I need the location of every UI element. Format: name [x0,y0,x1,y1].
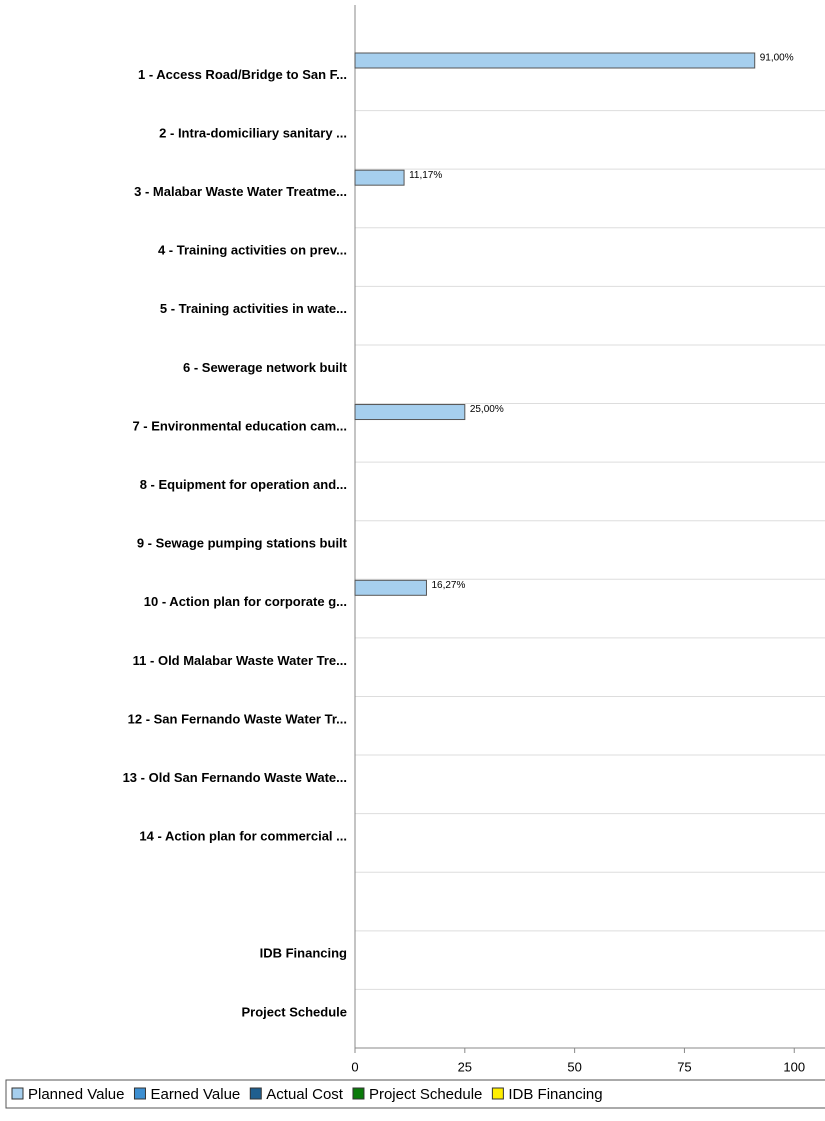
category-label: 10 - Action plan for corporate g... [144,594,347,609]
value-label: 11,17% [409,170,442,181]
legend-label: Project Schedule [369,1086,482,1103]
x-tick-label: 100 [783,1059,805,1074]
legend-swatch [133,1087,146,1100]
value-label: 16,27% [431,580,465,591]
legend-swatch [11,1087,24,1100]
value-label: 25,00% [470,404,504,415]
legend-swatch [352,1087,365,1100]
x-tick-label: 0 [351,1059,358,1074]
legend-label: Planned Value [28,1086,124,1103]
category-label: 7 - Environmental education cam... [132,418,347,433]
bar [354,404,466,421]
category-label: Project Schedule [242,1004,347,1019]
legend-label: IDB Financing [508,1086,602,1103]
category-label: 6 - Sewerage network built [183,360,348,375]
bar [354,169,405,186]
category-label: 5 - Training activities in wate... [160,301,347,316]
category-label: 4 - Training activities on prev... [158,243,347,258]
category-label: 9 - Sewage pumping stations built [137,536,348,551]
category-label: 13 - Old San Fernando Waste Wate... [123,770,347,785]
category-label: 1 - Access Road/Bridge to San F... [138,67,347,82]
category-label: 11 - Old Malabar Waste Water Tre... [133,653,347,668]
legend-swatch [249,1087,262,1100]
legend-swatch [491,1087,504,1100]
category-label: 8 - Equipment for operation and... [140,477,347,492]
value-label: 91,00% [760,53,794,64]
x-tick-label: 50 [567,1059,581,1074]
bar [354,52,756,69]
category-label: 2 - Intra-domiciliary sanitary ... [159,125,347,140]
category-label: 3 - Malabar Waste Water Treatme... [134,184,347,199]
category-label: 14 - Action plan for commercial ... [139,829,347,844]
category-label: IDB Financing [260,946,347,961]
bar [354,579,427,596]
category-label: 12 - San Fernando Waste Water Tr... [128,711,347,726]
x-tick-label: 25 [458,1059,472,1074]
legend-label: Actual Cost [266,1086,344,1103]
x-tick-label: 75 [677,1059,691,1074]
legend-label: Earned Value [150,1086,240,1103]
